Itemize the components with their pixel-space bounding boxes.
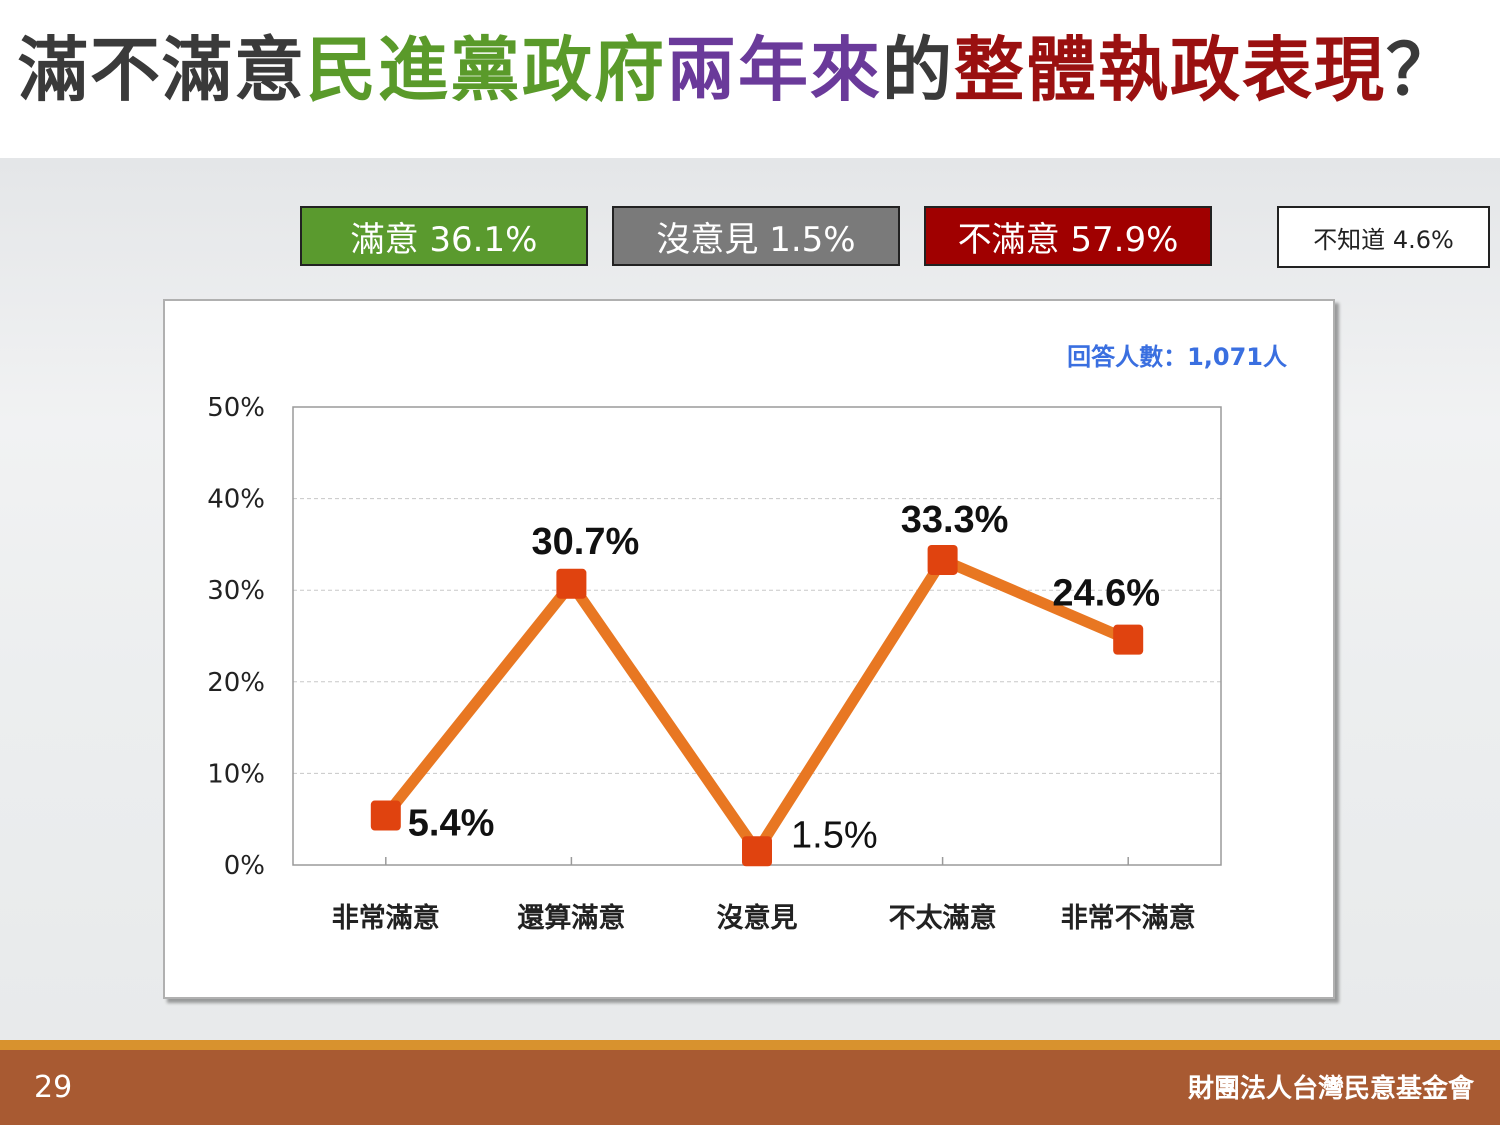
x-category-label: 非常滿意 [332,902,440,934]
x-category-label: 非常不滿意 [1061,902,1196,934]
title-part-4: 的 [882,29,954,111]
title-part-5: 整體執政表現 [954,29,1386,111]
data-point-marker [742,836,772,867]
data-label: 24.6% [1052,573,1160,615]
data-point-marker [1113,624,1144,655]
respondents-count: 回答人數：1,071人 [1067,343,1287,371]
data-point-marker [927,544,958,575]
y-tick-label: 50% [207,393,265,423]
unsatisfied-summary-box: 不滿意 57.9% [924,206,1212,266]
data-label: 1.5% [791,814,878,856]
title-part-1: 滿不滿意 [18,29,306,111]
dont-know-summary-box: 不知道 4.6% [1277,206,1490,268]
data-label: 5.4% [408,803,495,845]
footer-bar [0,1050,1500,1125]
y-tick-label: 0% [224,851,265,881]
series-line [380,553,1134,862]
title-part-6: ？ [1386,29,1458,111]
line-chart: 回答人數：1,071人 0% 10% 20% 30% 40% 50% 非常滿意 還算滿意 沒意見… [207,343,1287,934]
y-tick-label: 10% [207,759,265,789]
data-label: 33.3% [901,499,1009,541]
satisfied-summary-box: 滿意 36.1% [300,206,588,266]
page-number: 29 [34,1070,73,1105]
x-category-label: 還算滿意 [517,902,625,934]
data-label: 30.7% [532,521,640,563]
footer-accent-line [0,1040,1500,1050]
plot-frame [292,406,1222,866]
x-category-label: 不太滿意 [889,902,997,934]
no-opinion-summary-box: 沒意見 1.5% [612,206,900,266]
data-point-marker [370,800,401,831]
x-category-label: 沒意見 [717,902,798,934]
title-band [0,0,1500,158]
y-tick-label: 40% [207,485,265,515]
y-tick-label: 20% [207,668,265,698]
organization-name: 財團法人台灣民意基金會 [1187,1074,1474,1104]
page-title: 滿不滿意民進黨政府兩年來的整體執政表現？ [18,30,1458,111]
title-part-2: 民進黨政府 [306,29,666,111]
y-tick-label: 30% [207,576,265,606]
data-point-marker [556,568,587,599]
title-part-3: 兩年來 [666,29,882,111]
chart-panel: 回答人數：1,071人 0% 10% 20% 30% 40% 50% 非常滿意 還算滿意 沒意見… [163,299,1335,999]
